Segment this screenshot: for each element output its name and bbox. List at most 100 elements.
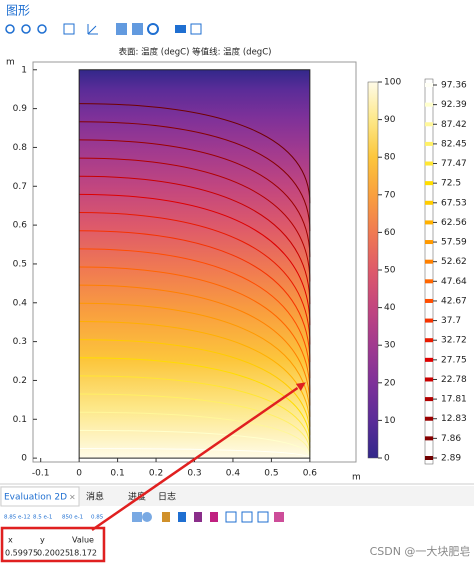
contour-line bbox=[79, 175, 311, 305]
legend-label: 72.5 bbox=[441, 179, 461, 189]
legend-swatch bbox=[425, 259, 433, 264]
tab-close: × bbox=[69, 493, 76, 502]
format-button[interactable]: 8.85 e-12 bbox=[4, 515, 30, 521]
table-cell: 18.172 bbox=[69, 549, 97, 558]
tabs: Evaluation 2D 消息 进度日志 × bbox=[0, 486, 176, 507]
legend-label: 52.62 bbox=[441, 257, 467, 267]
y-tick-label: 0.4 bbox=[13, 298, 28, 308]
legend-label: 47.64 bbox=[441, 277, 467, 287]
plot-layer: -0.1 0 0.1 0.2 0.3 0.4 0.5 0.6 0 0.1 0.2 0.3 0.4 0.5 0… bbox=[13, 65, 318, 478]
tab[interactable]: 进度 bbox=[128, 491, 146, 503]
legend-swatch bbox=[425, 377, 433, 382]
legend-swatch bbox=[425, 220, 433, 225]
contour-line bbox=[79, 411, 311, 456]
legend-swatch bbox=[425, 200, 433, 205]
watermark: CSDN @一大块肥皂 bbox=[370, 544, 471, 558]
legend-label: 17.81 bbox=[441, 395, 467, 405]
legend-swatch bbox=[425, 161, 433, 166]
legend-label: 92.39 bbox=[441, 100, 467, 110]
legend-label: 57.59 bbox=[441, 238, 467, 248]
contour-line bbox=[79, 157, 311, 282]
table-cell: 0.59975 bbox=[5, 549, 38, 558]
y-unit: m bbox=[6, 58, 15, 68]
tab[interactable]: 日志 bbox=[158, 491, 176, 503]
legend-swatch bbox=[425, 357, 433, 362]
table-bg bbox=[2, 528, 104, 561]
results-toolbar[interactable]: 8.85 e-12 8.5 e-1 850 e-1 0.85 bbox=[4, 511, 284, 523]
legend-swatch bbox=[425, 318, 433, 323]
colorbar-tick-label: 10 bbox=[384, 416, 396, 426]
legend-label: 82.45 bbox=[441, 139, 467, 149]
format-button[interactable]: 8.5 e-1 bbox=[33, 515, 52, 521]
legend-swatch bbox=[425, 181, 433, 186]
colorbar-tick-label: 100 bbox=[384, 78, 401, 88]
legend-box bbox=[424, 78, 434, 465]
colorbar-tick-label: 80 bbox=[384, 153, 396, 163]
colorbar-tick-label: 0 bbox=[384, 454, 390, 464]
x-tick-label: -0.1 bbox=[32, 469, 50, 479]
legend-swatch bbox=[425, 436, 433, 441]
format-button[interactable]: 850 e-1 bbox=[62, 515, 83, 521]
contour-line bbox=[79, 339, 311, 436]
x-tick-label: 0 bbox=[76, 469, 82, 479]
contour-line bbox=[79, 266, 311, 393]
legend-label: 32.72 bbox=[441, 336, 467, 346]
contour-legend: 97.36 92.39 87.42 82.45 77.47 72.5 67.53 62.56 5… bbox=[424, 78, 467, 465]
contour-line bbox=[79, 320, 311, 427]
arrow-head bbox=[295, 382, 306, 392]
table-cell: 0.20025 bbox=[37, 549, 70, 558]
legend-swatch bbox=[425, 102, 433, 107]
colorbar-tick-label: 50 bbox=[384, 266, 396, 276]
legend-swatch bbox=[425, 416, 433, 421]
legend-label: 7.86 bbox=[441, 434, 461, 444]
arrow-shaft bbox=[91, 387, 299, 532]
legend-label: 67.53 bbox=[441, 198, 467, 208]
x-unit: m bbox=[352, 473, 361, 483]
legend-swatch bbox=[425, 397, 433, 402]
y-tick-label: 1 bbox=[21, 65, 27, 75]
y-tick-label: 0.1 bbox=[13, 415, 27, 425]
column-header: x bbox=[8, 536, 13, 545]
colorbar-tick-label: 30 bbox=[384, 341, 396, 351]
y-tick-label: 0.3 bbox=[13, 337, 27, 347]
y-tick-label: 0.9 bbox=[13, 104, 28, 114]
temperature-surface bbox=[79, 69, 310, 459]
legend-swatch bbox=[425, 83, 433, 87]
format-button[interactable]: 0.85 bbox=[91, 515, 104, 521]
legend-label: 62.56 bbox=[441, 218, 467, 228]
legend-swatch bbox=[425, 298, 433, 303]
legend-label: 42.67 bbox=[441, 296, 467, 306]
tab-bar bbox=[0, 486, 474, 506]
legend-label: 12.83 bbox=[441, 414, 467, 424]
x-tick-label: 0.5 bbox=[264, 469, 278, 479]
x-tick-label: 0.4 bbox=[226, 469, 241, 479]
contour-line bbox=[79, 447, 311, 459]
legend-label: 87.42 bbox=[441, 120, 467, 130]
legend-label: 97.36 bbox=[441, 81, 467, 91]
y-tick-label: 0.5 bbox=[13, 259, 27, 269]
contour-line bbox=[79, 121, 311, 232]
colorbar-tick-label: 40 bbox=[384, 303, 396, 313]
legend-swatch bbox=[425, 456, 433, 460]
highlight-box bbox=[0, 526, 106, 563]
tab[interactable]: 消息 bbox=[86, 491, 104, 503]
legend-label: 2.89 bbox=[441, 454, 461, 464]
column-header: y bbox=[40, 536, 45, 545]
plot-title: 表面: 温度 (degC) 等值线: 温度 (degC) bbox=[119, 47, 272, 58]
colorbar-tick-label: 60 bbox=[384, 228, 396, 238]
window-title: 图形 bbox=[6, 4, 30, 18]
tab[interactable]: Evaluation 2D bbox=[4, 493, 67, 503]
legend-swatch bbox=[425, 240, 433, 245]
x-tick-label: 0.2 bbox=[149, 469, 163, 479]
y-tick-label: 0.7 bbox=[13, 182, 27, 192]
colorbar-tick-label: 20 bbox=[384, 378, 396, 388]
contour-line bbox=[79, 103, 311, 204]
legend-label: 37.7 bbox=[441, 316, 461, 326]
contour-line bbox=[79, 393, 311, 453]
colorbar-tick-label: 90 bbox=[384, 115, 396, 125]
plot-toolbar[interactable] bbox=[5, 23, 202, 35]
legend-swatch bbox=[425, 279, 433, 284]
colorbar-tick-label: 70 bbox=[384, 190, 396, 200]
